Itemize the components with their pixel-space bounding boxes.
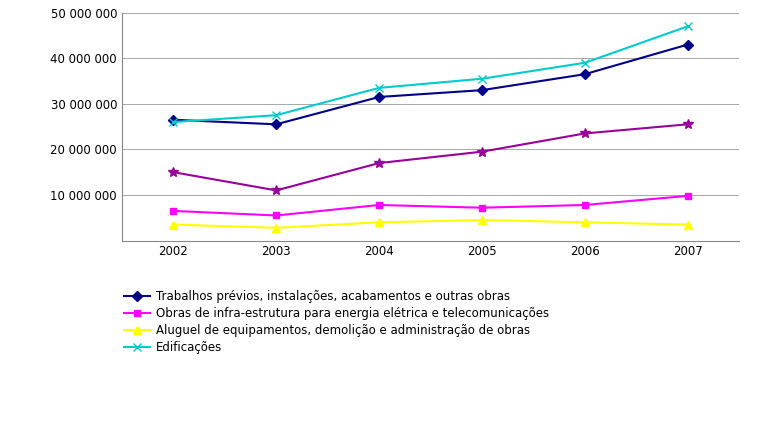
Aluguel de equipamentos, demolição e administração de obras xyxy=(272,225,281,230)
Edificações xyxy=(581,60,590,65)
Obras de infra-estrutura para energia elétrica e telecomunicações xyxy=(169,208,178,214)
Obras de infra-estrutura para energia elétrica e telecomunicações xyxy=(272,213,281,218)
Aluguel de equipamentos, demolição e administração de obras xyxy=(581,220,590,225)
Trabalhos prévios, instalações, acabamentos e outras obras xyxy=(272,122,281,127)
Trabalhos prévios, instalações, acabamentos e outras obras xyxy=(375,95,384,100)
Line: Edificações: Edificações xyxy=(169,22,692,126)
Edificações xyxy=(169,119,178,124)
Trabalhos prévios, instalações, acabamentos e outras obras xyxy=(478,88,487,93)
Trabalhos prévios, instalações, acabamentos e outras obras xyxy=(169,117,178,122)
Line: Aluguel de equipamentos, demolição e administração de obras: Aluguel de equipamentos, demolição e adm… xyxy=(169,216,692,232)
Obras de infra-estrutura para energia elétrica e telecomunicações xyxy=(375,203,384,208)
Aluguel de equipamentos, demolição e administração de obras xyxy=(169,222,178,227)
Obras de infra-estrutura para energia elétrica e telecomunicações xyxy=(684,193,693,198)
Aluguel de equipamentos, demolição e administração de obras xyxy=(375,220,384,225)
Edificações xyxy=(272,113,281,118)
Edificações xyxy=(478,76,487,81)
Edificações xyxy=(684,24,693,29)
Legend: Trabalhos prévios, instalações, acabamentos e outras obras, Obras de infra-estru: Trabalhos prévios, instalações, acabamen… xyxy=(122,287,552,357)
Edificações xyxy=(375,85,384,90)
Line: Obras de infra-estrutura para energia elétrica e telecomunicações: Obras de infra-estrutura para energia el… xyxy=(170,192,691,219)
Obras de infra-estrutura para energia elétrica e telecomunicações xyxy=(581,203,590,208)
Aluguel de equipamentos, demolição e administração de obras xyxy=(684,222,693,227)
Obras de infra-estrutura para energia elétrica e telecomunicações xyxy=(478,205,487,210)
Trabalhos prévios, instalações, acabamentos e outras obras xyxy=(684,42,693,47)
Trabalhos prévios, instalações, acabamentos e outras obras xyxy=(581,72,590,77)
Aluguel de equipamentos, demolição e administração de obras xyxy=(478,217,487,222)
Line: Trabalhos prévios, instalações, acabamentos e outras obras: Trabalhos prévios, instalações, acabamen… xyxy=(170,41,691,128)
